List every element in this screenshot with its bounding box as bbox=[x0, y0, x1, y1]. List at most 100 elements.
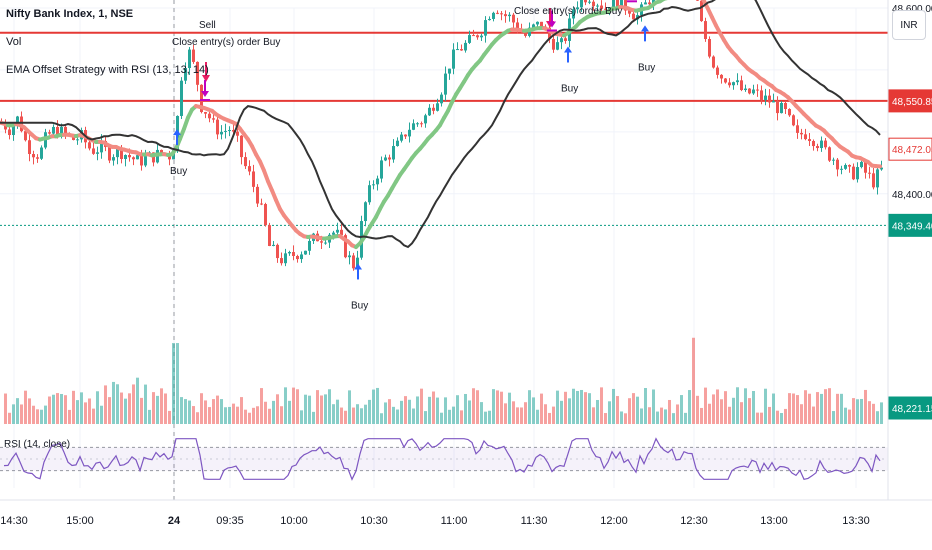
volume-bar bbox=[448, 409, 451, 424]
candle-body bbox=[452, 49, 455, 69]
volume-bar bbox=[608, 401, 611, 424]
candle-body bbox=[220, 131, 223, 135]
volume-bar bbox=[352, 407, 355, 424]
volume-bar bbox=[680, 395, 683, 424]
volume-bar bbox=[824, 389, 827, 424]
candle-body bbox=[704, 21, 707, 40]
horizontal-levels bbox=[0, 31, 888, 226]
offset-ema-line bbox=[0, 0, 881, 249]
candle-body bbox=[716, 67, 719, 75]
candle-body bbox=[36, 157, 39, 159]
volume-bar bbox=[604, 413, 607, 424]
volume-bar bbox=[880, 402, 883, 424]
volume-bar bbox=[552, 406, 555, 424]
candle-body bbox=[840, 168, 843, 170]
candle-body bbox=[508, 14, 511, 17]
volume-bar bbox=[804, 390, 807, 424]
volume-bar bbox=[872, 403, 875, 424]
volume-bar bbox=[228, 406, 231, 424]
candle-body bbox=[204, 112, 207, 114]
volume-bar bbox=[644, 388, 647, 424]
volume-bar bbox=[780, 413, 783, 424]
candle-body bbox=[336, 229, 339, 233]
time-tick-label: 09:35 bbox=[216, 515, 244, 527]
candle-body bbox=[788, 109, 791, 116]
volume-bar bbox=[268, 408, 271, 424]
candle-body bbox=[324, 242, 327, 244]
volume-bar bbox=[424, 411, 427, 424]
candle-body bbox=[180, 80, 183, 116]
volume-bar bbox=[840, 393, 843, 424]
price-badge-label: 48,550.85 bbox=[892, 97, 932, 108]
volume-bar bbox=[324, 394, 327, 424]
candle-body bbox=[836, 159, 839, 170]
volume-bar bbox=[756, 412, 759, 424]
candle-body bbox=[556, 42, 559, 50]
candle-body bbox=[856, 167, 859, 180]
candle-body bbox=[456, 49, 459, 51]
volume-bar bbox=[732, 397, 735, 424]
volume-bar bbox=[164, 393, 167, 424]
close-order-label: Close entry(s) order Buy bbox=[514, 6, 622, 17]
candle-body bbox=[216, 119, 219, 135]
candle-body bbox=[648, 2, 651, 5]
volume-bar bbox=[188, 400, 191, 424]
volume-bar bbox=[120, 392, 123, 424]
candle-body bbox=[812, 141, 815, 147]
volume-bar bbox=[148, 409, 151, 424]
volume-bar bbox=[316, 390, 319, 424]
candle-body bbox=[416, 123, 419, 125]
volume-bar bbox=[264, 401, 267, 424]
volume-bar bbox=[104, 385, 107, 424]
volume-bar bbox=[580, 389, 583, 424]
close-order-label: Close entry(s) order Buy bbox=[172, 37, 280, 48]
volume-bar bbox=[88, 398, 91, 424]
volume-bar bbox=[764, 388, 767, 424]
candle-body bbox=[128, 155, 131, 158]
strategy-legend[interactable]: EMA Offset Strategy with RSI (13, 13, 14… bbox=[6, 64, 209, 76]
candle-body bbox=[308, 240, 311, 251]
time-tick-label: 10:30 bbox=[360, 515, 388, 527]
candle-body bbox=[132, 157, 135, 160]
candle-body bbox=[644, 2, 647, 5]
candle-body bbox=[500, 13, 503, 15]
volume-bar bbox=[348, 390, 351, 424]
volume-bar bbox=[612, 388, 615, 424]
price-badge bbox=[888, 213, 932, 237]
volume-bar bbox=[128, 393, 131, 424]
candle-body bbox=[728, 82, 731, 86]
time-tick-label: 13:30 bbox=[842, 515, 870, 527]
time-tick-label: 12:00 bbox=[600, 515, 628, 527]
volume-bar bbox=[36, 409, 39, 424]
volume-bar bbox=[668, 399, 671, 424]
candle-body bbox=[152, 152, 155, 163]
candle-body bbox=[332, 232, 335, 235]
volume-bar bbox=[624, 413, 627, 424]
candle-body bbox=[352, 255, 355, 269]
volume-bar bbox=[400, 400, 403, 424]
volume-legend[interactable]: Vol bbox=[6, 36, 22, 48]
ema-segment bbox=[182, 115, 190, 131]
volume-bar bbox=[444, 397, 447, 424]
volume-bar bbox=[488, 410, 491, 424]
candle-body bbox=[280, 258, 283, 264]
volume-bar bbox=[516, 407, 519, 424]
candle-body bbox=[832, 159, 835, 161]
candle-body bbox=[384, 157, 387, 161]
volume-bar bbox=[728, 406, 731, 424]
currency-selector[interactable]: INR bbox=[892, 10, 926, 40]
candle-body bbox=[768, 95, 771, 103]
volume-bars bbox=[4, 337, 883, 424]
candle-body bbox=[772, 100, 775, 103]
volume-bar bbox=[24, 390, 27, 424]
candle-body bbox=[632, 13, 635, 20]
volume-bar bbox=[760, 412, 763, 424]
volume-bar bbox=[620, 411, 623, 424]
volume-bar bbox=[832, 411, 835, 424]
candle-body bbox=[780, 102, 783, 114]
candle-body bbox=[540, 21, 543, 27]
candle-body bbox=[124, 155, 127, 159]
candle-body bbox=[448, 68, 451, 74]
